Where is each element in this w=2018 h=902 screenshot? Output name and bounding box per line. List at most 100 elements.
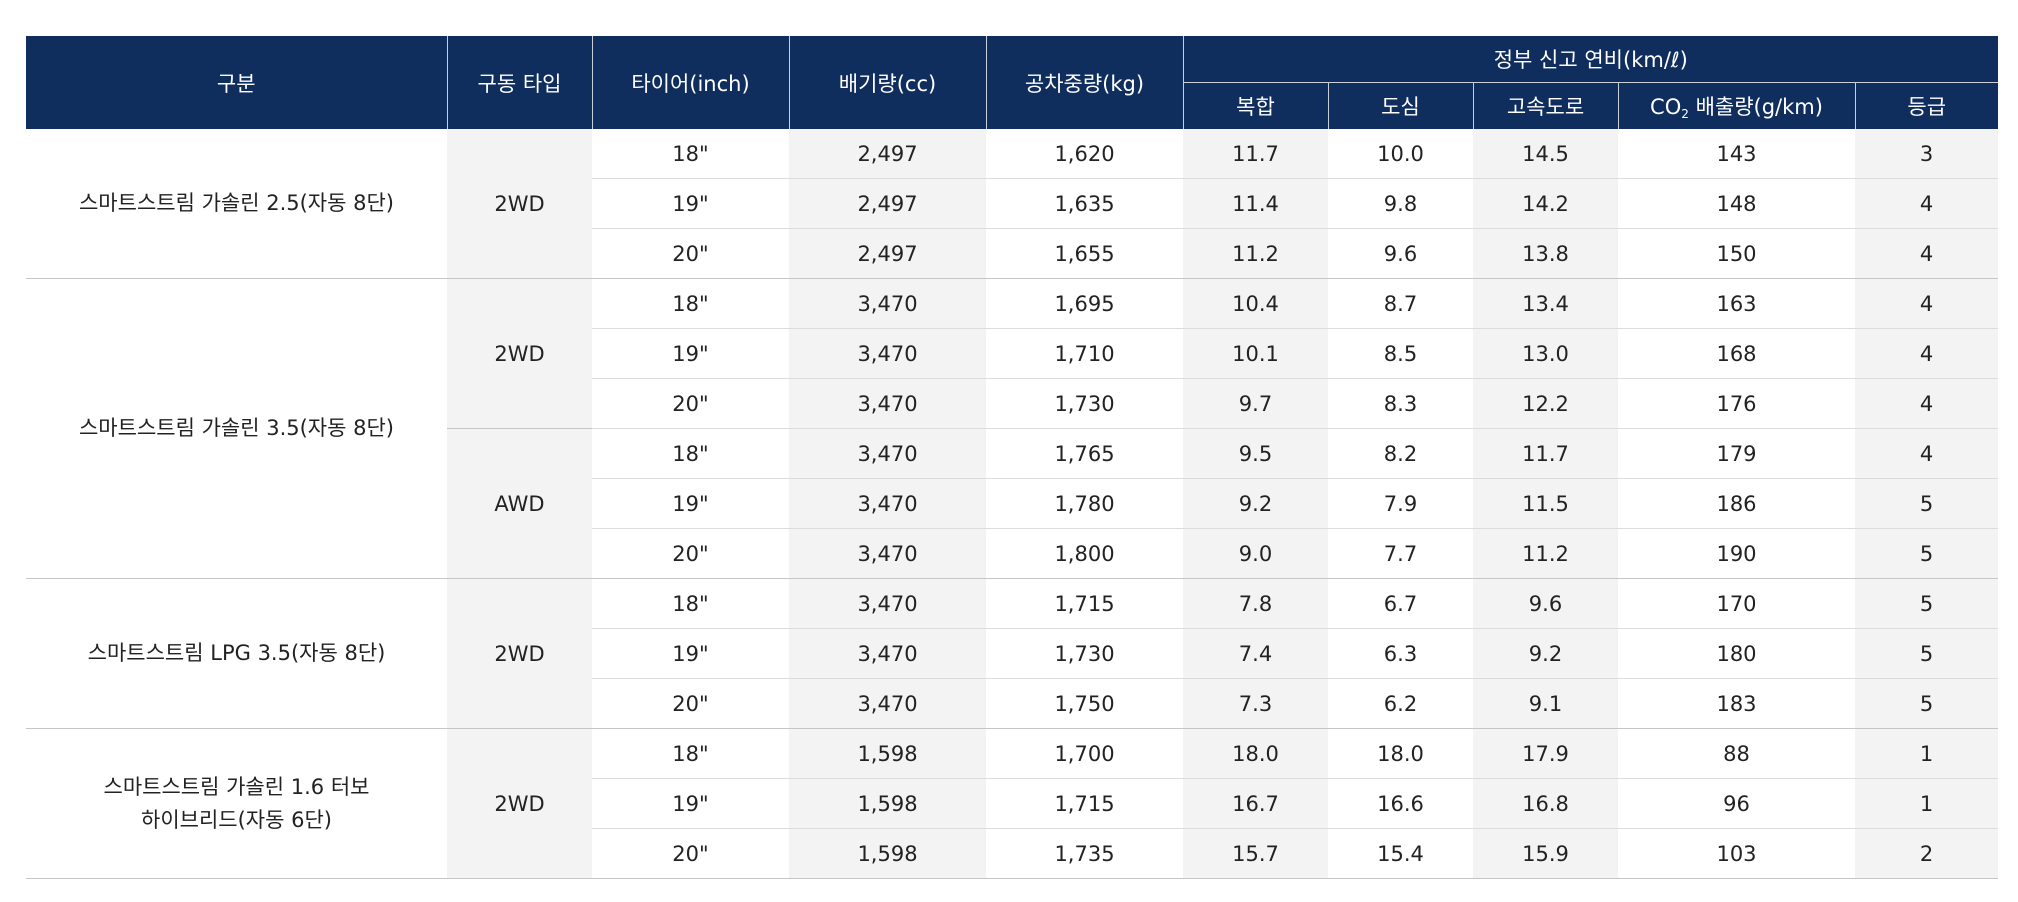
tire-cell: 19" xyxy=(592,628,789,679)
highway-cell: 9.6 xyxy=(1473,578,1618,629)
table-row: 20" 2,497 1,655 11.2 9.6 13.8 150 4 xyxy=(26,228,1998,279)
table-row: 20" 3,470 1,800 9.0 7.7 11.2 190 5 xyxy=(26,528,1998,579)
grade-cell: 4 xyxy=(1855,278,1998,329)
combined-cell: 16.7 xyxy=(1183,778,1328,829)
header-curb-weight: 공차중량(kg) xyxy=(986,36,1184,129)
weight-cell: 1,765 xyxy=(986,428,1183,479)
city-cell: 15.4 xyxy=(1328,828,1473,879)
grade-cell: 4 xyxy=(1855,328,1998,379)
displacement-cell: 1,598 xyxy=(789,728,986,779)
co2-cell: 143 xyxy=(1618,129,1855,179)
highway-cell: 14.2 xyxy=(1473,178,1618,229)
table-row: 19" 1,598 1,715 16.7 16.6 16.8 96 1 xyxy=(26,778,1998,829)
displacement-cell: 1,598 xyxy=(789,828,986,879)
combined-cell: 10.4 xyxy=(1183,278,1328,329)
tire-cell: 18" xyxy=(592,728,789,779)
highway-cell: 17.9 xyxy=(1473,728,1618,779)
grade-cell: 5 xyxy=(1855,628,1998,679)
grade-cell: 4 xyxy=(1855,178,1998,229)
weight-cell: 1,730 xyxy=(986,628,1183,679)
combined-cell: 11.2 xyxy=(1183,228,1328,279)
displacement-cell: 3,470 xyxy=(789,378,986,429)
combined-cell: 7.3 xyxy=(1183,678,1328,729)
highway-cell: 9.1 xyxy=(1473,678,1618,729)
table-row: 20" 1,598 1,735 15.7 15.4 15.9 103 2 xyxy=(26,828,1998,879)
header-co2-suffix: 배출량(g/km) xyxy=(1688,95,1823,119)
combined-cell: 10.1 xyxy=(1183,328,1328,379)
co2-cell: 148 xyxy=(1618,178,1855,229)
city-cell: 9.8 xyxy=(1328,178,1473,229)
displacement-cell: 2,497 xyxy=(789,178,986,229)
co2-cell: 176 xyxy=(1618,378,1855,429)
co2-cell: 179 xyxy=(1618,428,1855,479)
co2-cell: 96 xyxy=(1618,778,1855,829)
grade-cell: 5 xyxy=(1855,578,1998,629)
table-row: 스마트스트림 LPG 3.5(자동 8단) 2WD 18" 3,470 1,715 7.8… xyxy=(26,578,1998,729)
tire-cell: 20" xyxy=(592,378,789,429)
model-name-line: 스마트스트림 LPG 3.5(자동 8단) xyxy=(87,641,386,665)
grade-cell: 4 xyxy=(1855,428,1998,479)
highway-cell: 13.0 xyxy=(1473,328,1618,379)
model-name-line: 스마트스트림 가솔린 1.6 터보 xyxy=(103,774,370,799)
drive-type-cell: 2WD xyxy=(447,578,592,729)
grade-cell: 3 xyxy=(1855,129,1998,179)
header-category: 구분 xyxy=(26,36,448,129)
co2-cell: 88 xyxy=(1618,728,1855,779)
city-cell: 16.6 xyxy=(1328,778,1473,829)
co2-cell: 170 xyxy=(1618,578,1855,629)
header-city: 도심 xyxy=(1328,82,1474,129)
highway-cell: 13.8 xyxy=(1473,228,1618,279)
combined-cell: 18.0 xyxy=(1183,728,1328,779)
city-cell: 7.7 xyxy=(1328,528,1473,579)
grade-cell: 2 xyxy=(1855,828,1998,879)
tire-cell: 18" xyxy=(592,278,789,329)
weight-cell: 1,710 xyxy=(986,328,1183,379)
header-combined: 복합 xyxy=(1183,82,1329,129)
grade-cell: 1 xyxy=(1855,728,1998,779)
model-name-line: 스마트스트림 가솔린 2.5(자동 8단) xyxy=(78,191,394,215)
table-body: 스마트스트림 가솔린 2.5(자동 8단) 2WD 18" 2,497 1,620 11.… xyxy=(26,129,1998,879)
header-co2-sub: 2 xyxy=(1681,107,1689,121)
grade-cell: 1 xyxy=(1855,778,1998,829)
tire-cell: 20" xyxy=(592,828,789,879)
weight-cell: 1,635 xyxy=(986,178,1183,229)
weight-cell: 1,735 xyxy=(986,828,1183,879)
highway-cell: 11.7 xyxy=(1473,428,1618,479)
model-name-line: 스마트스트림 가솔린 3.5(자동 8단) xyxy=(78,416,394,440)
tire-cell: 20" xyxy=(592,228,789,279)
tire-cell: 19" xyxy=(592,178,789,229)
highway-cell: 12.2 xyxy=(1473,378,1618,429)
tire-cell: 20" xyxy=(592,678,789,729)
combined-cell: 11.7 xyxy=(1183,129,1328,179)
combined-cell: 9.2 xyxy=(1183,478,1328,529)
weight-cell: 1,750 xyxy=(986,678,1183,729)
weight-cell: 1,695 xyxy=(986,278,1183,329)
weight-cell: 1,800 xyxy=(986,528,1183,579)
grade-cell: 4 xyxy=(1855,378,1998,429)
combined-cell: 7.8 xyxy=(1183,578,1328,629)
displacement-cell: 3,470 xyxy=(789,478,986,529)
displacement-cell: 3,470 xyxy=(789,328,986,379)
header-highway: 고속도로 xyxy=(1473,82,1619,129)
grade-cell: 4 xyxy=(1855,228,1998,279)
model-name-cell: 스마트스트림 가솔린 2.5(자동 8단) xyxy=(26,129,447,279)
table-row: 스마트스트림 가솔린 3.5(자동 8단) 2WD 18" 3,470 1,695 10.… xyxy=(26,278,1998,579)
combined-cell: 7.4 xyxy=(1183,628,1328,679)
grade-cell: 5 xyxy=(1855,478,1998,529)
header-grade: 등급 xyxy=(1855,82,1998,129)
city-cell: 8.2 xyxy=(1328,428,1473,479)
model-name-cell: 스마트스트림 가솔린 1.6 터보 하이브리드(자동 6단) xyxy=(26,728,447,879)
table-row: 19" 3,470 1,710 10.1 8.5 13.0 168 4 xyxy=(26,328,1998,379)
tire-cell: 18" xyxy=(592,129,789,179)
co2-cell: 183 xyxy=(1618,678,1855,729)
highway-cell: 15.9 xyxy=(1473,828,1618,879)
city-cell: 18.0 xyxy=(1328,728,1473,779)
weight-cell: 1,730 xyxy=(986,378,1183,429)
combined-cell: 15.7 xyxy=(1183,828,1328,879)
displacement-cell: 3,470 xyxy=(789,528,986,579)
weight-cell: 1,715 xyxy=(986,578,1183,629)
drive-type-cell: 2WD xyxy=(447,728,592,879)
tire-cell: 19" xyxy=(592,478,789,529)
highway-cell: 13.4 xyxy=(1473,278,1618,329)
city-cell: 6.7 xyxy=(1328,578,1473,629)
